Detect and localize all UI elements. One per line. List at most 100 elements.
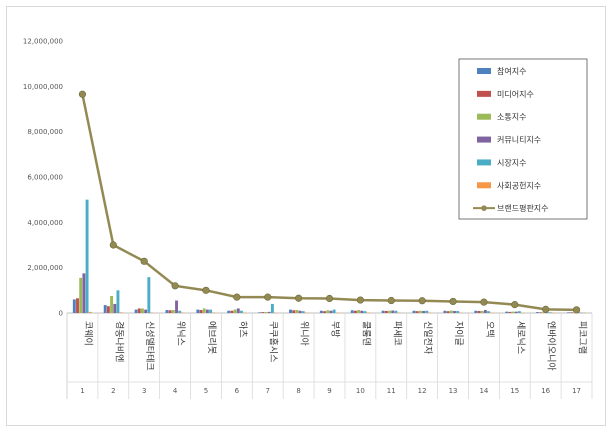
brand-reputation-point	[480, 298, 488, 306]
bar-시장지수	[456, 310, 460, 313]
y-tick-label: 10,000,000	[23, 83, 63, 91]
rank-label: 10	[356, 387, 365, 395]
legend-swatch-참여지수	[477, 68, 491, 74]
bar-소통지수	[233, 309, 237, 313]
bar-시장지수	[517, 311, 521, 313]
bar-커뮤니티지수	[391, 310, 395, 313]
legend-swatch-소통지수	[477, 113, 491, 120]
bar-미디어지수	[76, 298, 79, 313]
rank-label: 11	[387, 387, 396, 395]
category-label: 신일전자	[422, 321, 433, 355]
legend-label: 커뮤니티지수	[497, 135, 541, 145]
bar-사회공헌지수	[274, 312, 278, 314]
brand-reputation-point	[109, 241, 117, 249]
bar-소통지수	[264, 312, 268, 313]
brand-reputation-chart: 0 2,000,000 4,000,000 6,000,000 8,000,000 10,…	[23, 38, 593, 399]
y-tick-label: 12,000,000	[23, 38, 63, 46]
bar-시장지수	[487, 311, 490, 313]
bar-커뮤니티지수	[175, 300, 178, 313]
bar-참여지수	[319, 310, 323, 313]
bar-미디어지수	[292, 310, 296, 313]
bar-사회공헌지수	[212, 312, 216, 314]
bar-시장지수	[240, 310, 243, 313]
y-tick-label: 0	[59, 310, 63, 318]
brand-reputation-point	[511, 301, 519, 309]
rank-label: 15	[510, 387, 519, 395]
brand-reputation-point	[233, 293, 241, 301]
bar-소통지수	[295, 310, 299, 313]
rank-label: 6	[235, 387, 240, 395]
bar-사회공헌지수	[335, 312, 339, 314]
y-tick-label: 8,000,000	[27, 128, 63, 136]
legend-label: 브랜드평판지수	[497, 203, 549, 213]
bar-사회공헌지수	[397, 312, 401, 314]
category-label: 위니아	[299, 321, 310, 347]
category-label: 피코그램	[577, 321, 589, 354]
chart-frame: 0 2,000,000 4,000,000 6,000,000 8,000,000 10,…	[6, 6, 606, 426]
brand-reputation-point	[140, 257, 148, 265]
category-label: 파세코	[391, 321, 402, 346]
bar-참여지수	[412, 310, 416, 313]
bar-시장지수	[209, 309, 213, 313]
bar-커뮤니티지수	[360, 310, 364, 313]
brand-reputation-point	[387, 296, 395, 305]
brand-reputation-point	[264, 293, 272, 301]
category-label: 쿨룸덴	[360, 321, 371, 346]
category-label: 코웨이	[82, 321, 94, 346]
bar-시장지수	[301, 311, 305, 313]
rank-label: 4	[173, 387, 178, 395]
bar-시장지수	[425, 310, 429, 313]
brand-reputation-point	[356, 296, 364, 304]
bar-시장지수	[270, 303, 274, 313]
rank-label: 3	[142, 387, 146, 395]
rank-label: 14	[479, 387, 488, 395]
bar-미디어지수	[508, 311, 512, 313]
bar-시장지수	[363, 311, 367, 313]
bar-소통지수	[388, 310, 391, 313]
bar-시장지수	[394, 310, 398, 313]
bar-미디어지수	[230, 310, 234, 313]
category-label: 쿠쿠홈시스	[268, 321, 280, 362]
bar-커뮤니티지수	[514, 311, 518, 313]
bar-커뮤니티지수	[144, 309, 148, 313]
bar-커뮤니티지수	[267, 311, 271, 313]
bar-참여지수	[165, 310, 169, 313]
bar-사회공헌지수	[521, 312, 525, 314]
brand-reputation-point	[572, 306, 581, 314]
bar-사회공헌지수	[366, 312, 370, 314]
brand-reputation-point	[171, 282, 179, 290]
bar-미디어지수	[137, 308, 141, 313]
bar-소통지수	[110, 296, 114, 313]
rank-label: 1	[80, 387, 84, 395]
brand-reputation-point	[202, 286, 210, 294]
bar-소통지수	[480, 310, 484, 313]
bar-커뮤니티지수	[298, 310, 302, 313]
rank-label: 17	[572, 387, 581, 395]
bar-참여지수	[289, 309, 292, 313]
bar-참여지수	[196, 309, 200, 313]
bar-시장지수	[332, 309, 336, 313]
bar-참여지수	[381, 310, 385, 313]
bar-미디어지수	[384, 310, 388, 313]
bar-참여지수	[72, 299, 76, 313]
bar-소통지수	[202, 308, 206, 313]
bar-미디어지수	[477, 310, 481, 313]
bar-커뮤니티지수	[236, 308, 240, 313]
brand-reputation-point	[542, 305, 550, 313]
bar-사회공헌지수	[305, 312, 308, 314]
bar-미디어지수	[415, 311, 419, 313]
bar-소통지수	[141, 308, 144, 313]
bar-참여지수	[258, 312, 262, 313]
bar-시장지수	[116, 290, 120, 313]
bar-시장지수	[147, 277, 151, 313]
legend-label: 사회공헌지수	[497, 181, 541, 190]
bar-참여지수	[505, 311, 509, 313]
brand-reputation-point	[418, 297, 426, 305]
brand-reputation-point	[449, 297, 457, 306]
legend-line-marker	[481, 205, 487, 211]
legend-label: 미디어지수	[497, 89, 534, 99]
brand-reputation-point	[325, 294, 334, 303]
rank-label: 9	[327, 387, 331, 395]
bar-사회공헌지수	[428, 312, 432, 314]
bar-소통지수	[79, 277, 83, 313]
